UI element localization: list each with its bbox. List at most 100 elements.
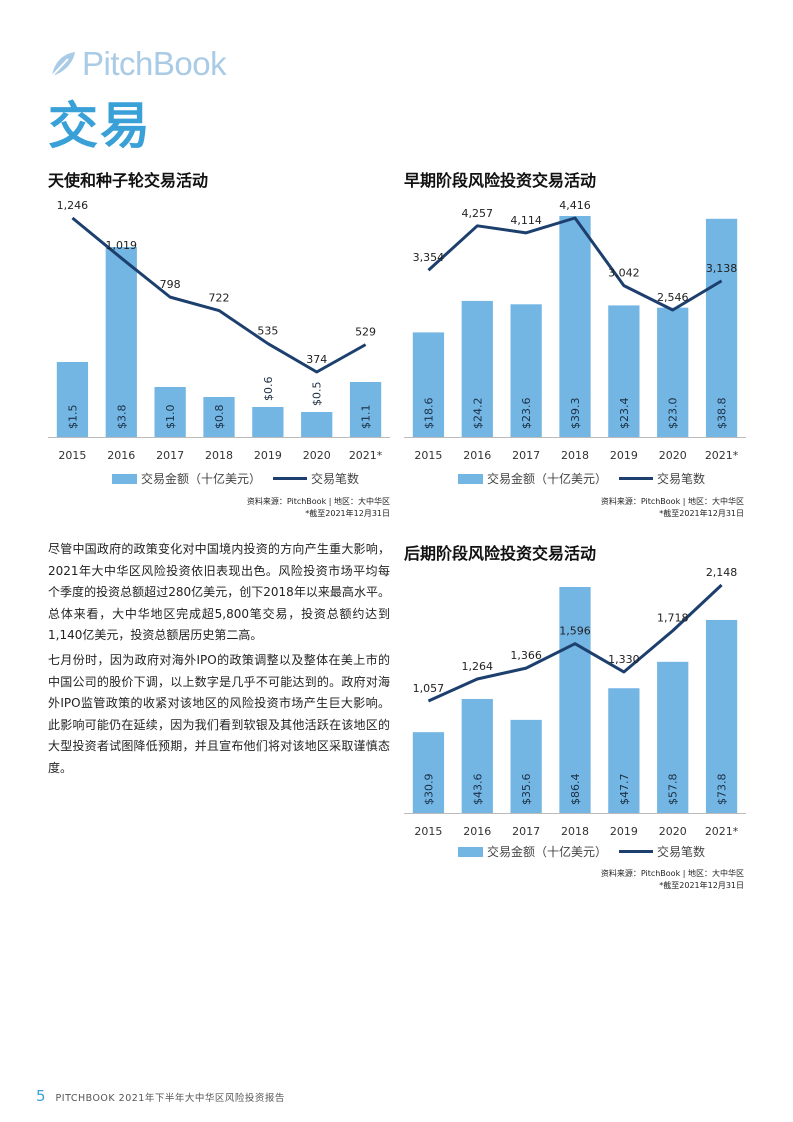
- bar-2019: [252, 407, 284, 437]
- bar-label-2017: $1.0: [164, 405, 177, 430]
- bar-2021*: [349, 382, 382, 437]
- line-label-2020: 374: [306, 353, 327, 366]
- x-tick-label: 2020: [659, 449, 687, 462]
- source-note: *截至2021年12月31日: [659, 881, 744, 890]
- chart-early-svg: $18.6 $24.2 $23.6 $39.3 $23.4 $23.0 $38.8 3,354…: [404, 199, 746, 462]
- legend-line-label: 交易笔数: [657, 845, 706, 859]
- bar-2017: [510, 719, 542, 813]
- line-label-2021*: 2,148: [706, 566, 738, 579]
- line-label-2019: 1,330: [608, 653, 640, 666]
- line-label-2017: 798: [160, 278, 181, 291]
- chart-early: $18.6 $24.2 $23.6 $39.3 $23.4 $23.0 $38.8 3,354…: [404, 192, 746, 472]
- x-tick-label: 2019: [254, 449, 282, 462]
- x-tick-label: 2017: [512, 449, 540, 462]
- bar-2015: [56, 362, 89, 437]
- bar-label-2017: $23.6: [520, 398, 533, 430]
- source-text: 资料来源：PitchBook | 地区：大中华区: [600, 497, 744, 506]
- bar-2018: [559, 587, 591, 813]
- x-tick-label: 2018: [561, 449, 589, 462]
- bar-2016: [105, 247, 137, 437]
- source-text: 资料来源：PitchBook | 地区：大中华区: [246, 497, 390, 506]
- x-tick-label: 2020: [659, 825, 687, 838]
- bar-2020: [657, 307, 689, 437]
- bar-2018: [203, 397, 235, 437]
- x-tick-label: 2016: [463, 825, 491, 838]
- bar-2020: [657, 661, 689, 813]
- x-tick-label: 2019: [610, 825, 638, 838]
- deal-count-line: [427, 583, 723, 703]
- x-tick-label: 2016: [107, 449, 135, 462]
- legend-line-swatch: [273, 477, 308, 480]
- bar-2019: [608, 305, 640, 437]
- line-label-2021*: 3,138: [706, 262, 738, 275]
- body-paragraph-2: 七月份时，因为政府对海外IPO的政策调整以及整体在美上市的中国公司的股价下调，以…: [48, 653, 390, 775]
- x-tick-label: 2021*: [705, 449, 739, 462]
- deal-count-line: [427, 216, 723, 312]
- legend-line-label: 交易笔数: [657, 472, 706, 486]
- legend-angel: 交易金额（十亿美元） 交易笔数: [112, 470, 359, 487]
- line-label-2019: 535: [257, 325, 278, 338]
- bar-2019: [608, 688, 640, 813]
- bar-label-2019: $47.7: [618, 774, 631, 806]
- bar-2020: [301, 412, 333, 437]
- line-label-2015: 1,057: [413, 682, 445, 695]
- x-tick-label: 2015: [414, 825, 442, 838]
- legend-line-swatch: [619, 477, 654, 480]
- x-tick-label: 2015: [414, 449, 442, 462]
- x-tick-label: 2016: [463, 449, 491, 462]
- source-late: 资料来源：PitchBook | 地区：大中华区 *截至2021年12月31日: [544, 868, 744, 892]
- bar-2015: [412, 732, 445, 813]
- bar-label-2016: $43.6: [471, 774, 484, 806]
- bar-label-2017: $35.6: [520, 774, 533, 806]
- legend-early: 交易金额（十亿美元） 交易笔数: [458, 470, 705, 487]
- bar-label-2021*: $38.8: [716, 398, 729, 430]
- legend-bar-swatch: [458, 473, 483, 484]
- line-label-2020: 2,546: [657, 291, 689, 304]
- bar-2018: [559, 216, 591, 437]
- bar-label-2019: $0.6: [262, 377, 275, 402]
- x-tick-label: 2015: [58, 449, 86, 462]
- x-tick-label: 2018: [561, 825, 589, 838]
- legend-line-label: 交易笔数: [311, 472, 360, 486]
- x-tick-label: 2021*: [705, 825, 739, 838]
- line-label-2016: 1,019: [106, 239, 137, 252]
- page-number: 5: [36, 1087, 46, 1105]
- x-tick-label: 2020: [303, 449, 331, 462]
- legend-line-swatch: [619, 850, 654, 853]
- pitchbook-leaf-icon: [51, 52, 75, 77]
- line-label-2017: 1,366: [510, 649, 542, 662]
- line-label-2020: 1,718: [657, 612, 689, 625]
- line-label-2016: 4,257: [462, 207, 494, 220]
- source-note: *截至2021年12月31日: [659, 509, 744, 518]
- chart-late: $30.9 $43.6 $35.6 $86.4 $47.7 $57.8 $73.8 1,057…: [404, 565, 746, 850]
- chart-late-svg: $30.9 $43.6 $35.6 $86.4 $47.7 $57.8 $73.8 1,057…: [404, 566, 746, 838]
- bar-label-2019: $23.4: [618, 398, 631, 430]
- pitchbook-logo: PitchBook: [48, 44, 227, 84]
- line-label-2021*: 529: [355, 326, 376, 339]
- bar-label-2020: $0.5: [311, 382, 324, 407]
- line-label-2018: 1,596: [559, 625, 591, 638]
- logo-text: PitchBook: [82, 45, 227, 82]
- chart-title-late: 后期阶段风险投资交易活动: [404, 544, 597, 563]
- legend-bar-label: 交易金额（十亿美元）: [487, 472, 608, 486]
- bar-label-2016: $3.8: [115, 405, 128, 430]
- bar-label-2018: $86.4: [569, 774, 582, 806]
- bar-label-2015: $18.6: [422, 398, 435, 430]
- x-tick-label: 2017: [156, 449, 184, 462]
- line-label-2016: 1,264: [462, 660, 494, 673]
- source-early: 资料来源：PitchBook | 地区：大中华区 *截至2021年12月31日: [544, 496, 744, 520]
- source-text: 资料来源：PitchBook | 地区：大中华区: [600, 869, 744, 878]
- bar-2017: [510, 304, 542, 437]
- bar-2021*: [705, 218, 738, 437]
- page-title: 交易: [48, 97, 152, 155]
- legend-bar-label: 交易金额（十亿美元）: [141, 472, 262, 486]
- deal-count-line: [71, 216, 367, 374]
- bar-2016: [461, 698, 493, 813]
- legend-late: 交易金额（十亿美元） 交易笔数: [458, 843, 705, 860]
- x-tick-label: 2017: [512, 825, 540, 838]
- page-footer: 5 PITCHBOOK 2021年下半年大中华区风险投资报告: [36, 1087, 285, 1105]
- body-paragraph-1: 尽管中国政府的政策变化对中国境内投资的方向产生重大影响，2021年大中华区风险投…: [48, 542, 390, 642]
- x-tick-label: 2019: [610, 449, 638, 462]
- bar-2016: [461, 300, 493, 437]
- legend-bar-label: 交易金额（十亿美元）: [487, 845, 608, 859]
